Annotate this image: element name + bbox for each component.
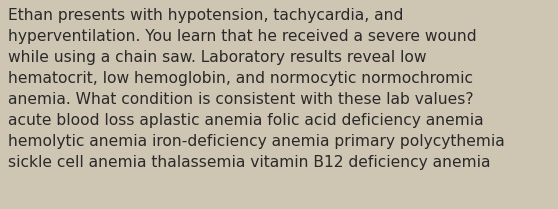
Text: Ethan presents with hypotension, tachycardia, and
hyperventilation. You learn th: Ethan presents with hypotension, tachyca…	[8, 8, 505, 170]
